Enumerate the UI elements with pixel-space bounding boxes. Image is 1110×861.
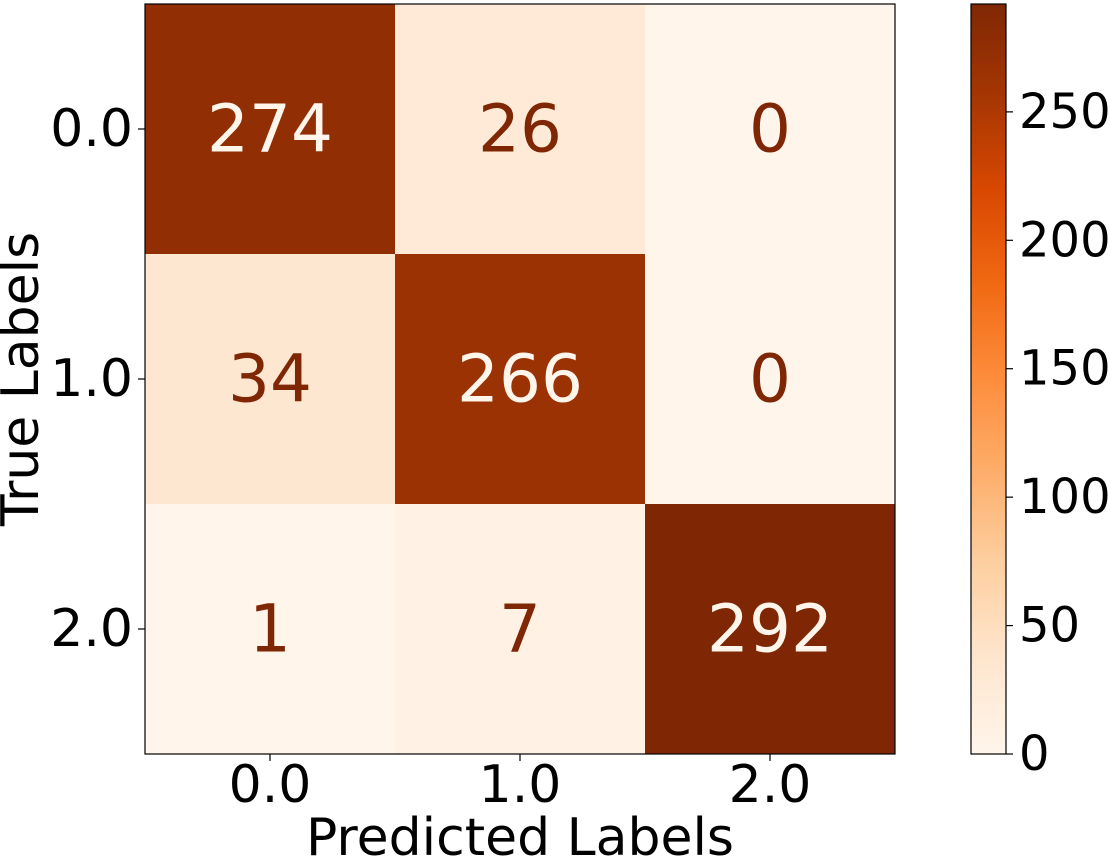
heatmap-cell: [395, 254, 646, 505]
y-tick-label: 2.0: [50, 599, 133, 659]
colorbar-tick-label: 0: [1019, 726, 1050, 782]
colorbar-tick-label: 250: [1019, 84, 1110, 140]
heatmap-cell: [395, 504, 646, 755]
cell-value-label: 292: [707, 591, 833, 668]
heatmap-cell: [145, 504, 396, 755]
y-tick-label: 0.0: [50, 99, 133, 159]
heatmap-cell: [645, 504, 896, 755]
x-tick-label: 1.0: [479, 755, 562, 815]
colorbar-tick-label: 150: [1019, 341, 1110, 397]
colorbar-tick-label: 200: [1019, 212, 1110, 268]
heatmap-cell: [645, 4, 896, 255]
heatmap-cell: [145, 4, 396, 255]
heatmap-cell: [145, 254, 396, 505]
heatmap-cell: [645, 254, 896, 505]
heatmap-cells: 274 26 0 34 266 0 1 7 292: [145, 4, 896, 755]
cell-value-label: 0: [749, 91, 791, 168]
cell-value-label: 26: [478, 91, 562, 168]
y-axis-label: True Labels: [0, 232, 51, 527]
colorbar-tick-label: 50: [1019, 598, 1080, 654]
x-axis-ticks: 0.0 1.0 2.0: [229, 754, 812, 815]
cell-value-label: 34: [228, 341, 312, 418]
x-tick-label: 2.0: [729, 755, 812, 815]
cell-value-label: 266: [457, 341, 583, 418]
heatmap-cell: [395, 4, 646, 255]
y-tick-label: 1.0: [50, 349, 133, 409]
colorbar-tick-label: 100: [1019, 469, 1110, 525]
y-axis-ticks: 0.0 1.0 2.0: [50, 99, 145, 659]
x-tick-label: 0.0: [229, 755, 312, 815]
colorbar-ticks: 0 50 100 150 200 250: [1006, 84, 1110, 782]
cell-value-label: 1: [249, 591, 291, 668]
cell-value-label: 0: [749, 341, 791, 418]
x-axis-label: Predicted Labels: [306, 808, 734, 861]
colorbar: [970, 3, 1007, 755]
cell-value-label: 7: [499, 591, 541, 668]
cell-value-label: 274: [207, 91, 333, 168]
